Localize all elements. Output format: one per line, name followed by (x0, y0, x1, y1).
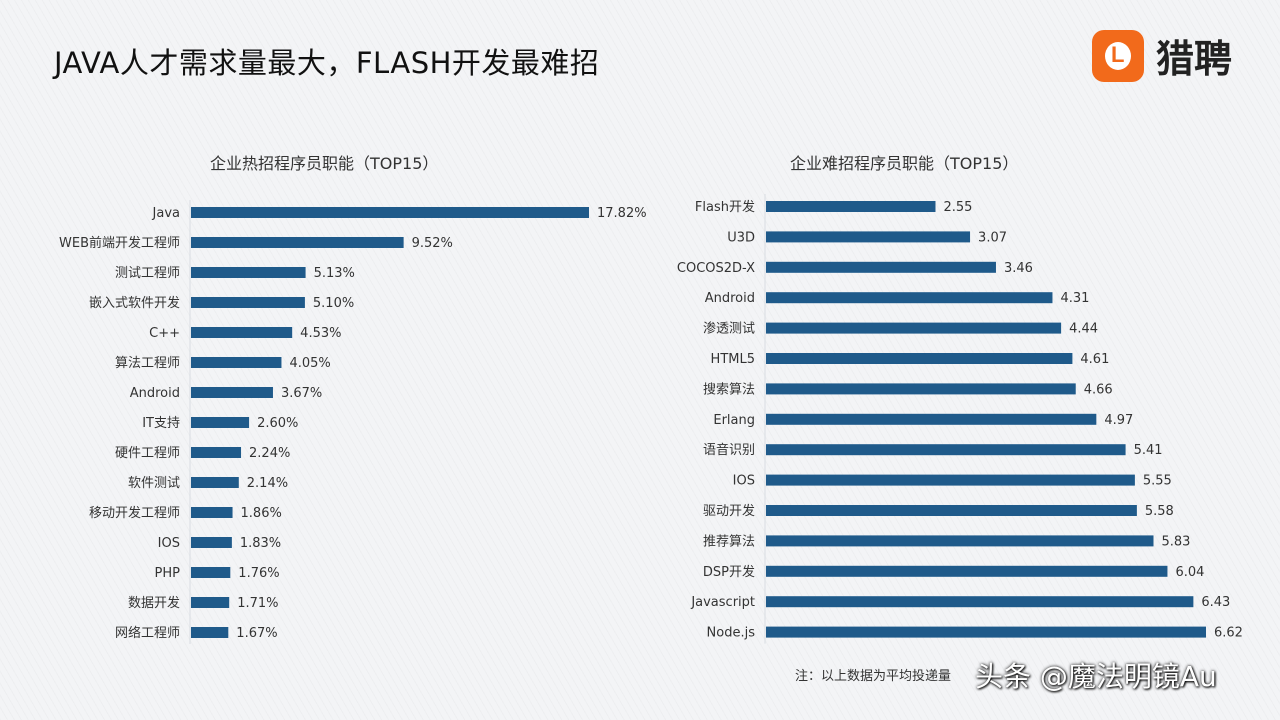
watermark: 头条 @魔法明镜Au (975, 660, 1217, 693)
hard-bar (766, 413, 1097, 425)
hot-category-label: WEB前端开发工程师 (59, 235, 180, 251)
hot-data-label: 4.05% (289, 356, 330, 371)
hard-category-label: Erlang (713, 413, 755, 428)
hard-bar (766, 565, 1168, 577)
hot-bar (191, 327, 293, 338)
hard-category-label: 搜索算法 (703, 382, 755, 397)
hard-category-label: Node.js (707, 626, 756, 641)
hard-category-label: DSP开发 (703, 564, 755, 580)
hot-category-label: 硬件工程师 (115, 446, 180, 461)
hard-bar (766, 201, 936, 212)
hot-bar (191, 297, 305, 308)
hot-bar (191, 447, 242, 458)
hard-bar (766, 505, 1137, 516)
right-chart-title: 企业难招程序员职能（TOP15） (790, 154, 1019, 173)
hot-category-label: IT支持 (142, 416, 180, 431)
hot-data-label: 2.24% (249, 446, 290, 461)
hard-category-label: U3D (727, 230, 755, 245)
logo-text: 猎聘 (1156, 37, 1233, 81)
liepin-logo-icon (1092, 29, 1144, 82)
hot-bar (191, 207, 589, 218)
hard-category-label: HTML5 (711, 352, 755, 367)
hard-category-label: Android (705, 291, 755, 306)
hard-bar (766, 261, 996, 273)
hot-category-label: 嵌入式软件开发 (89, 295, 180, 311)
hard-category-label: Flash开发 (695, 199, 755, 215)
hard-category-label: 推荐算法 (703, 534, 755, 549)
hot-data-label: 1.67% (236, 626, 277, 641)
hot-bar (191, 567, 231, 578)
hot-data-label: 1.86% (241, 506, 282, 521)
hard-category-label: COCOS2D-X (677, 261, 755, 276)
hard-data-label: 4.44 (1069, 322, 1098, 337)
hard-data-label: 6.04 (1175, 565, 1204, 580)
hot-bar (191, 357, 282, 368)
hard-data-label: 5.58 (1145, 504, 1174, 519)
hot-bar (191, 627, 229, 638)
hot-data-label: 1.76% (238, 566, 279, 581)
hard-category-label: Javascript (690, 595, 755, 610)
hot-category-label: 测试工程师 (115, 266, 180, 281)
left-chart-title: 企业热招程序员职能（TOP15） (210, 154, 439, 173)
hot-bar (191, 597, 230, 608)
hard-bar (766, 292, 1053, 304)
hot-data-label: 4.53% (300, 326, 341, 341)
hard-data-label: 2.55 (943, 200, 972, 215)
hard-bar (766, 231, 971, 243)
hard-data-label: 5.55 (1143, 474, 1172, 489)
footnote: 注：以上数据为平均投递量 (795, 669, 952, 684)
hard-bar (766, 353, 1073, 364)
hard-bar (766, 444, 1126, 456)
hot-category-label: C++ (149, 326, 180, 341)
hot-category-label: 算法工程师 (115, 356, 180, 371)
hard-bar (766, 474, 1135, 486)
hard-data-label: 4.31 (1060, 291, 1089, 306)
hard-bar (766, 626, 1206, 638)
hard-data-label: 4.66 (1084, 382, 1113, 397)
hot-data-label: 9.52% (412, 236, 453, 251)
hot-bar (191, 537, 232, 548)
hot-category-label: 软件测试 (128, 476, 180, 491)
hot-data-label: 2.14% (247, 476, 288, 491)
hot-data-label: 2.60% (257, 416, 298, 431)
hot-bar (191, 237, 404, 248)
hot-data-label: 5.13% (314, 266, 355, 281)
hot-category-label: 网络工程师 (115, 625, 180, 641)
hard-category-label: IOS (733, 474, 755, 489)
hot-data-label: 1.83% (240, 536, 281, 551)
hard-data-label: 3.46 (1004, 261, 1033, 276)
hard-category-label: 语音识别 (703, 442, 755, 458)
hot-category-label: Java (152, 206, 180, 221)
hot-category-label: 数据开发 (128, 595, 180, 611)
hot-category-label: IOS (158, 536, 180, 551)
hard-data-label: 6.43 (1201, 595, 1230, 610)
hot-data-label: 1.71% (237, 596, 278, 611)
page-title: JAVA人才需求量最大，FLASH开发最难招 (54, 46, 600, 80)
hard-data-label: 6.62 (1214, 626, 1243, 641)
hard-bar (766, 322, 1062, 334)
hard-data-label: 5.41 (1134, 443, 1163, 458)
liepin-logo: 猎聘 (1092, 28, 1232, 83)
hot-bar (191, 387, 273, 398)
hot-data-label: 5.10% (313, 296, 354, 311)
hard-bar (766, 383, 1076, 395)
hot-data-label: 17.82% (597, 206, 647, 221)
hot-bar (191, 417, 250, 428)
hot-bar (191, 507, 233, 518)
hard-data-label: 4.61 (1080, 352, 1109, 367)
hot-category-label: Android (130, 386, 180, 401)
hard-category-label: 渗透测试 (703, 322, 755, 337)
hard-data-label: 5.83 (1161, 534, 1190, 549)
hard-category-label: 驱动开发 (703, 503, 755, 519)
hot-data-label: 3.67% (281, 386, 322, 401)
hot-bar (191, 267, 306, 278)
hard-bar (766, 535, 1154, 547)
hot-category-label: 移动开发工程师 (89, 505, 180, 521)
hot-bar (191, 477, 239, 488)
hard-bar (766, 596, 1194, 608)
hard-data-label: 3.07 (978, 230, 1007, 245)
hot-category-label: PHP (155, 566, 181, 581)
hard-data-label: 4.97 (1104, 413, 1133, 428)
